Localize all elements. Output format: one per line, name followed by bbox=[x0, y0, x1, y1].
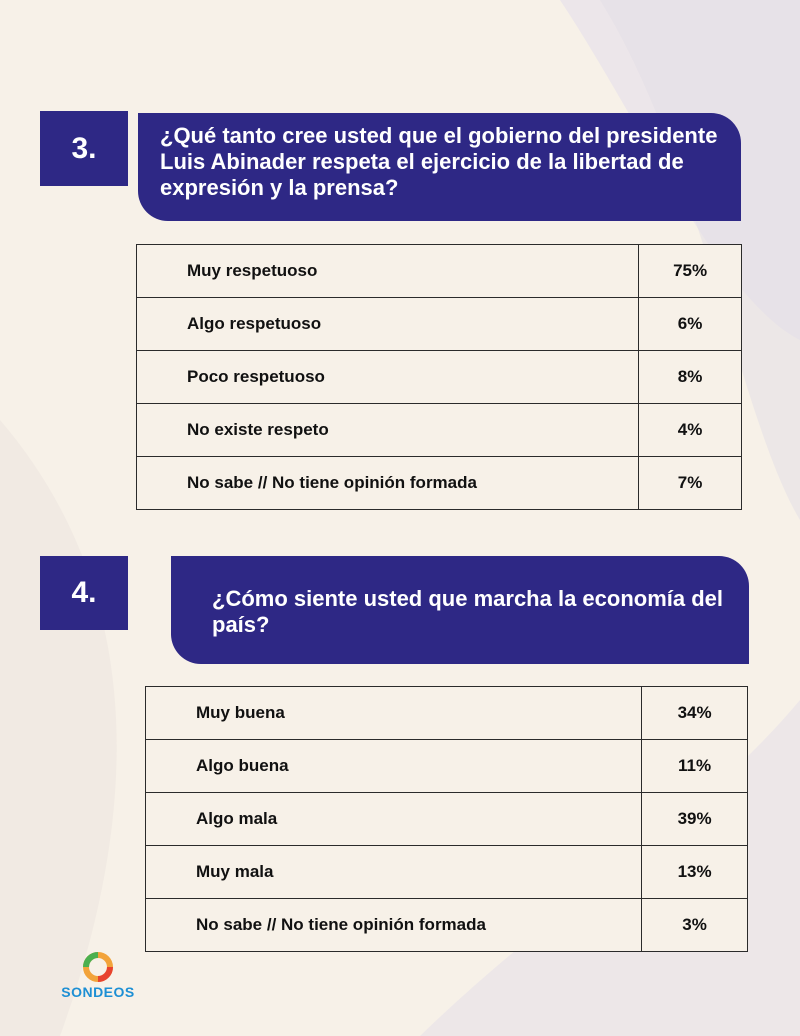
question-4-text: ¿Cómo siente usted que marcha la economí… bbox=[212, 586, 724, 637]
answer-label: Algo mala bbox=[144, 792, 643, 846]
table-row: Algo mala 39% bbox=[144, 792, 748, 846]
table-row: Muy buena 34% bbox=[144, 686, 748, 740]
answer-percentage: 34% bbox=[641, 686, 748, 740]
answer-percentage: 11% bbox=[641, 739, 748, 793]
table-row: No sabe // No tiene opinión formada 3% bbox=[144, 898, 748, 952]
answer-percentage: 6% bbox=[638, 297, 742, 351]
question-3-text: ¿Qué tanto cree usted que el gobierno de… bbox=[160, 123, 718, 200]
table-row: Muy mala 13% bbox=[144, 845, 748, 899]
answer-percentage: 75% bbox=[638, 244, 742, 298]
answer-label: No sabe // No tiene opinión formada bbox=[135, 456, 640, 510]
logo-text: SONDEOS bbox=[61, 984, 135, 1000]
table-row: Muy respetuoso 75% bbox=[135, 244, 742, 298]
table-row: Poco respetuoso 8% bbox=[135, 350, 742, 404]
answer-label: Algo respetuoso bbox=[135, 297, 640, 351]
answer-percentage: 7% bbox=[638, 456, 742, 510]
answers-table-q4: Muy buena 34% Algo buena 11% Algo mala 3… bbox=[144, 686, 748, 952]
answer-percentage: 3% bbox=[641, 898, 748, 952]
answer-label: Muy respetuoso bbox=[135, 244, 640, 298]
question-4-banner: ¿Cómo siente usted que marcha la economí… bbox=[171, 556, 749, 664]
answer-label: No existe respeto bbox=[135, 403, 640, 457]
table-row: Algo respetuoso 6% bbox=[135, 297, 742, 351]
answers-table-q3: Muy respetuoso 75% Algo respetuoso 6% Po… bbox=[135, 244, 742, 510]
question-3-banner: ¿Qué tanto cree usted que el gobierno de… bbox=[138, 113, 741, 221]
logo-ring-icon bbox=[83, 952, 113, 982]
table-row: No sabe // No tiene opinión formada 7% bbox=[135, 456, 742, 510]
table-row: Algo buena 11% bbox=[144, 739, 748, 793]
answer-label: Algo buena bbox=[144, 739, 643, 793]
answer-label: Muy buena bbox=[144, 686, 643, 740]
answer-label: Muy mala bbox=[144, 845, 643, 899]
answer-percentage: 8% bbox=[638, 350, 742, 404]
question-number-4: 4. bbox=[40, 556, 128, 630]
answer-label: Poco respetuoso bbox=[135, 350, 640, 404]
question-number-3: 3. bbox=[40, 111, 128, 186]
answer-percentage: 39% bbox=[641, 792, 748, 846]
sondeos-logo: SONDEOS bbox=[52, 950, 144, 1002]
table-row: No existe respeto 4% bbox=[135, 403, 742, 457]
answer-percentage: 13% bbox=[641, 845, 748, 899]
answer-label: No sabe // No tiene opinión formada bbox=[144, 898, 643, 952]
answer-percentage: 4% bbox=[638, 403, 742, 457]
